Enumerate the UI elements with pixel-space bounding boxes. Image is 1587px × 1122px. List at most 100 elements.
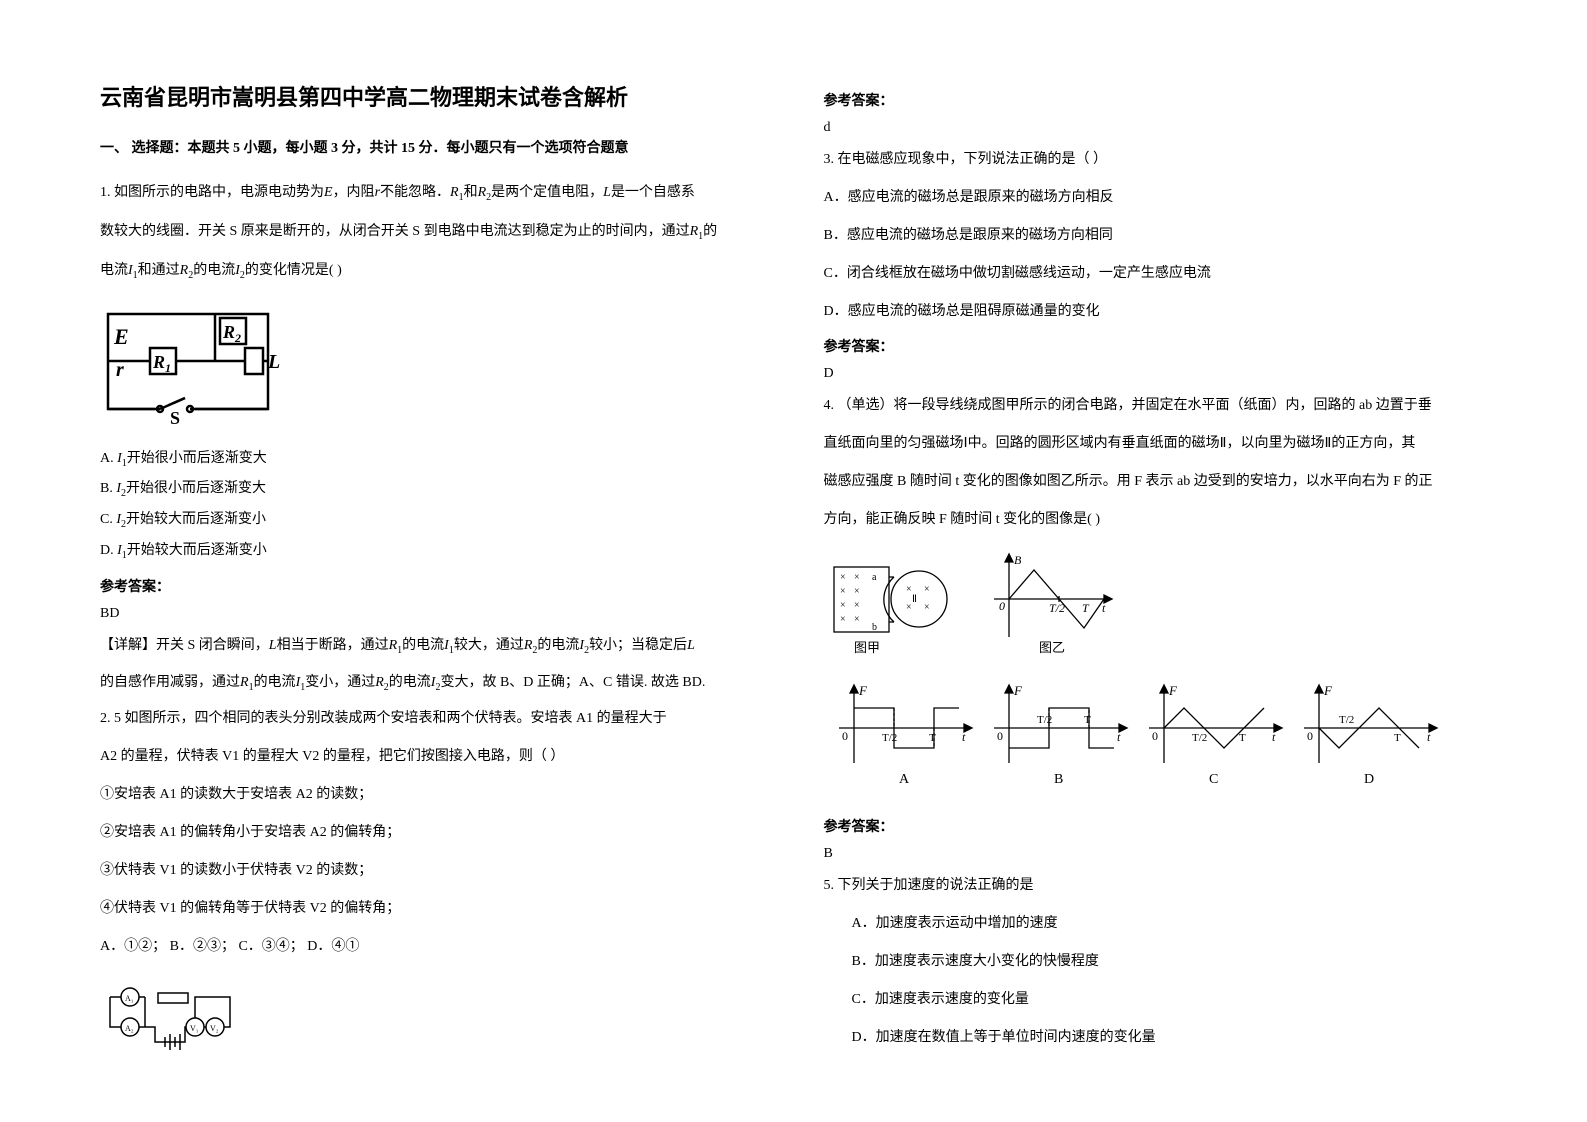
svg-text:t: t xyxy=(1272,730,1276,744)
svg-text:T: T xyxy=(1239,732,1246,744)
svg-text:F: F xyxy=(1168,683,1178,698)
svg-text:A: A xyxy=(899,772,910,787)
label-r: r xyxy=(116,359,124,381)
q4-ans-label: 参考答案： xyxy=(824,816,1488,836)
q1-optA: A. I1开始很小而后逐渐变大 xyxy=(100,445,764,474)
svg-text:a: a xyxy=(872,572,877,583)
svg-text:C: C xyxy=(1209,772,1218,787)
svg-text:0: 0 xyxy=(1307,729,1313,743)
svg-text:×: × xyxy=(854,600,860,611)
svg-text:×: × xyxy=(840,586,846,597)
text: 是一个自感系 xyxy=(611,185,695,200)
svg-text:×: × xyxy=(840,600,846,611)
q2-s2: ②安培表 A1 的偏转角小于安培表 A2 的偏转角； xyxy=(100,819,764,847)
svg-text:T/2: T/2 xyxy=(1192,732,1207,744)
q4-stem-4: 方向，能正确反映 F 随时间 t 变化的图像是( ) xyxy=(824,506,1488,534)
q5-B: B．加速度表示速度大小变化的快慢程度 xyxy=(824,948,1488,976)
svg-text:T/2: T/2 xyxy=(882,732,897,744)
q1-ans: BD xyxy=(100,606,764,622)
q3-D: D．感应电流的磁场总是阻碍原磁通量的变化 xyxy=(824,298,1488,326)
text: 电流 xyxy=(100,263,128,278)
q4-ans: B xyxy=(824,846,1488,862)
text: 数较大的线圈．开关 S 原来是断开的，从闭合开关 S 到电路中电流达到稳定为止的… xyxy=(100,224,690,239)
cap-jia: 图甲 xyxy=(854,640,880,655)
q3-ans-label: 参考答案： xyxy=(824,336,1488,356)
svg-text:×: × xyxy=(840,614,846,625)
q5-D: D．加速度在数值上等于单位时间内速度的变化量 xyxy=(824,1024,1488,1052)
q3-B: B．感应电流的磁场总是跟原来的磁场方向相同 xyxy=(824,222,1488,250)
q1-optD: D. I1开始较大而后逐渐变小 xyxy=(100,537,764,566)
text: 是两个定值电阻， xyxy=(491,185,603,200)
q2-ans: d xyxy=(824,120,1488,136)
text: 的变化情况是( ) xyxy=(245,263,342,278)
cap-yi: 图乙 xyxy=(1039,640,1065,655)
svg-text:B: B xyxy=(1054,772,1063,787)
label-E: E xyxy=(113,324,129,349)
text: 1. 如图所示的电路中，电源电动势为 xyxy=(100,185,324,200)
svg-text:0: 0 xyxy=(1152,729,1158,743)
svg-text:F: F xyxy=(1013,683,1023,698)
q1-ans-label: 参考答案： xyxy=(100,576,764,596)
q2-opts: A．①②； B．②③； C．③④； D．④① xyxy=(100,933,764,961)
svg-text:F: F xyxy=(1323,683,1333,698)
svg-text:0: 0 xyxy=(999,599,1005,613)
q5-A: A．加速度表示运动中增加的速度 xyxy=(824,910,1488,938)
label-V2: V₂ xyxy=(210,1024,219,1033)
q2-stem-1: 2. 5 如图所示，四个相同的表头分别改装成两个安培表和两个伏特表。安培表 A1… xyxy=(100,705,764,733)
q1-explain-1: 【详解】开关 S 闭合瞬间，L相当于断路，通过R1的电流I1较大，通过R2的电流… xyxy=(100,632,764,661)
doc-title: 云南省昆明市嵩明县第四中学高二物理期末试卷含解析 xyxy=(100,80,764,112)
svg-text:F: F xyxy=(858,683,868,698)
svg-text:Ⅱ: Ⅱ xyxy=(912,594,917,605)
q1-optB: B. I2开始很小而后逐渐变大 xyxy=(100,475,764,504)
text: 的 xyxy=(703,224,717,239)
q4-stem-1: 4. （单选）将一段导线绕成图甲所示的闭合电路，并固定在水平面（纸面）内，回路的… xyxy=(824,392,1488,420)
q2-ans-label: 参考答案： xyxy=(824,90,1488,110)
label-A2: A₂ xyxy=(125,1024,134,1033)
svg-text:t: t xyxy=(962,730,966,744)
svg-text:T/2: T/2 xyxy=(1049,601,1065,615)
q5-C: C．加速度表示速度的变化量 xyxy=(824,986,1488,1014)
svg-text:B: B xyxy=(1014,553,1022,567)
svg-text:T: T xyxy=(1082,601,1090,615)
q1-optC: C. I2开始较大而后逐渐变小 xyxy=(100,506,764,535)
svg-text:T/2: T/2 xyxy=(1339,714,1354,726)
label-L: L xyxy=(267,351,280,373)
q2-s3: ③伏特表 V1 的读数小于伏特表 V2 的读数； xyxy=(100,857,764,885)
q2-stem-2: A2 的量程，伏特表 V1 的量程大 V2 的量程，把它们按图接入电路，则（ ） xyxy=(100,743,764,771)
label-V1: V₁ xyxy=(190,1024,199,1033)
q4-option-graphs: F 0 T/2 T t A F 0 xyxy=(824,683,1444,793)
q4-fig-jia-yi: ×× ×× ×× ×× ab ×× ×× Ⅱ 图甲 xyxy=(824,552,1124,662)
q4-stem-2: 直纸面向里的匀强磁场Ⅰ中。回路的圆形区域内有垂直纸面的磁场Ⅱ，以向里为磁场Ⅱ的正… xyxy=(824,430,1488,458)
svg-text:×: × xyxy=(924,584,930,595)
svg-text:b: b xyxy=(872,622,877,633)
svg-text:T/2: T/2 xyxy=(1037,714,1052,726)
svg-text:t: t xyxy=(1117,730,1121,744)
text: 的电流 xyxy=(193,263,235,278)
label-S: S xyxy=(170,408,180,426)
svg-text:0: 0 xyxy=(842,729,848,743)
svg-text:×: × xyxy=(906,602,912,613)
right-column: 参考答案： d 3. 在电磁感应现象中，下列说法正确的是（ ） A．感应电流的磁… xyxy=(824,80,1488,1067)
svg-text:D: D xyxy=(1364,772,1374,787)
svg-text:t: t xyxy=(1427,730,1431,744)
q4-stem-3: 磁感应强度 B 随时间 t 变化的图像如图乙所示。用 F 表示 ab 边受到的安… xyxy=(824,468,1488,496)
q1-explain-2: 的自感作用减弱，通过R1的电流I1变小，通过R2的电流I2变大，故 B、D 正确… xyxy=(100,669,764,698)
q1-stem: 1. 如图所示的电路中，电源电动势为E，内阻r不能忽略．R1和R2是两个定值电阻… xyxy=(100,179,764,208)
svg-text:T: T xyxy=(1394,732,1401,744)
q5-stem: 5. 下列关于加速度的说法正确的是 xyxy=(824,872,1488,900)
q1-stem-line3: 电流I1和通过R2的电流I2的变化情况是( ) xyxy=(100,257,764,286)
q3-C: C．闭合线框放在磁场中做切割磁感线运动，一定产生感应电流 xyxy=(824,260,1488,288)
svg-text:t: t xyxy=(1102,601,1106,615)
text: 和通过 xyxy=(138,263,180,278)
q1-circuit-diagram: E r R1 R2 L S xyxy=(100,306,280,426)
text: 和 xyxy=(464,185,478,200)
svg-text:×: × xyxy=(840,572,846,583)
label-A1: A₁ xyxy=(125,994,134,1003)
q2-circuit-diagram: A₁ A₂ V₁ V₂ xyxy=(100,987,240,1052)
q2-s4: ④伏特表 V1 的偏转角等于伏特表 V2 的偏转角； xyxy=(100,895,764,923)
q2-s1: ①安培表 A1 的读数大于安培表 A2 的读数； xyxy=(100,781,764,809)
svg-text:×: × xyxy=(854,572,860,583)
svg-text:T: T xyxy=(929,732,936,744)
q3-A: A．感应电流的磁场总是跟原来的磁场方向相反 xyxy=(824,184,1488,212)
section-heading: 一、 选择题：本题共 5 小题，每小题 3 分，共计 15 分．每小题只有一个选… xyxy=(100,136,764,161)
